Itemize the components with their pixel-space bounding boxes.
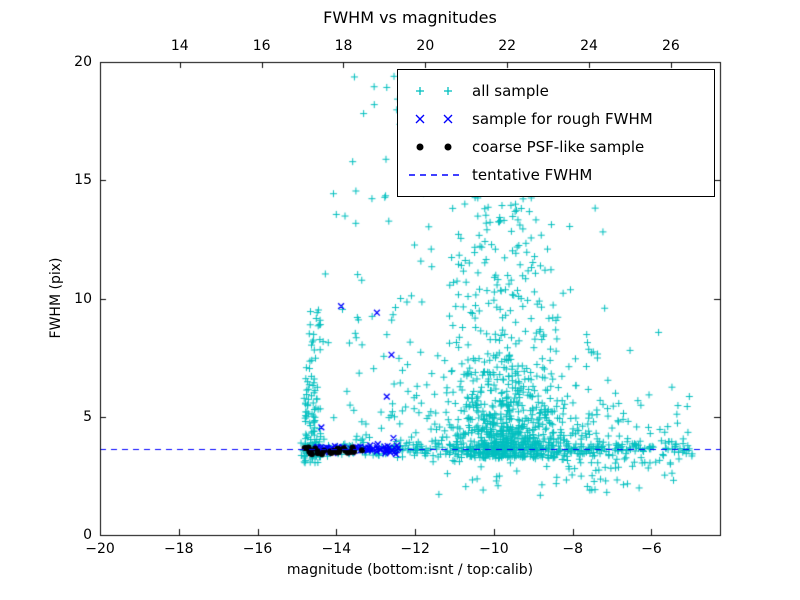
x-bottom-tick-label: −14 xyxy=(321,541,352,557)
dash-marker-icon xyxy=(409,174,461,176)
y-tick-label: 0 xyxy=(83,527,92,543)
x-top-tick-label: 24 xyxy=(580,38,598,54)
legend-entry-label: all sample xyxy=(472,82,549,100)
legend-entry-3: tentative FWHM xyxy=(406,161,706,189)
y-tick-label: 10 xyxy=(74,290,92,307)
x-top-tick-label: 18 xyxy=(334,38,353,54)
y-axis-label: FWHM (pix) xyxy=(48,257,64,339)
x-top-tick-label: 14 xyxy=(170,38,189,54)
legend-entry-label: sample for rough FWHM xyxy=(472,110,653,128)
x-bottom-tick-label: −16 xyxy=(242,541,273,557)
legend-entry-1: sample for rough FWHM xyxy=(406,105,706,133)
legend-entry-0: all sample xyxy=(406,77,706,105)
y-tick-label: 15 xyxy=(74,172,92,189)
legend-marker xyxy=(406,109,464,129)
legend-entry-label: coarse PSF-like sample xyxy=(472,138,645,156)
x-axis-label: magnitude (bottom:isnt / top:calib) xyxy=(286,562,534,578)
x-bottom-tick-label: −8 xyxy=(562,541,583,557)
x-bottom-tick-label: −20 xyxy=(85,541,115,557)
x-top-tick-label: 16 xyxy=(252,38,271,54)
y-tick-label: 20 xyxy=(74,54,92,70)
legend-marker xyxy=(406,81,464,101)
legend-marker xyxy=(406,165,464,185)
x-bottom-tick-label: −10 xyxy=(479,541,509,557)
legend-marker xyxy=(406,137,464,157)
x-top-tick-label: 26 xyxy=(661,38,680,54)
x-marker-icon xyxy=(415,114,453,124)
legend: all sample sample for rough FWHM coarse PS… xyxy=(397,69,715,197)
chart-title: FWHM vs magnitudes xyxy=(323,8,497,27)
y-tick-label: 5 xyxy=(83,408,92,425)
legend-entry-2: coarse PSF-like sample xyxy=(406,133,706,161)
dot-marker-icon xyxy=(416,143,452,151)
x-top-tick-label: 20 xyxy=(416,38,435,54)
x-bottom-tick-label: −12 xyxy=(400,541,430,557)
plus-marker-icon xyxy=(416,87,452,95)
x-top-tick-label: 22 xyxy=(498,38,517,54)
x-bottom-tick-label: −6 xyxy=(641,541,662,557)
x-bottom-tick-label: −18 xyxy=(163,541,194,557)
legend-entry-label: tentative FWHM xyxy=(472,166,593,184)
